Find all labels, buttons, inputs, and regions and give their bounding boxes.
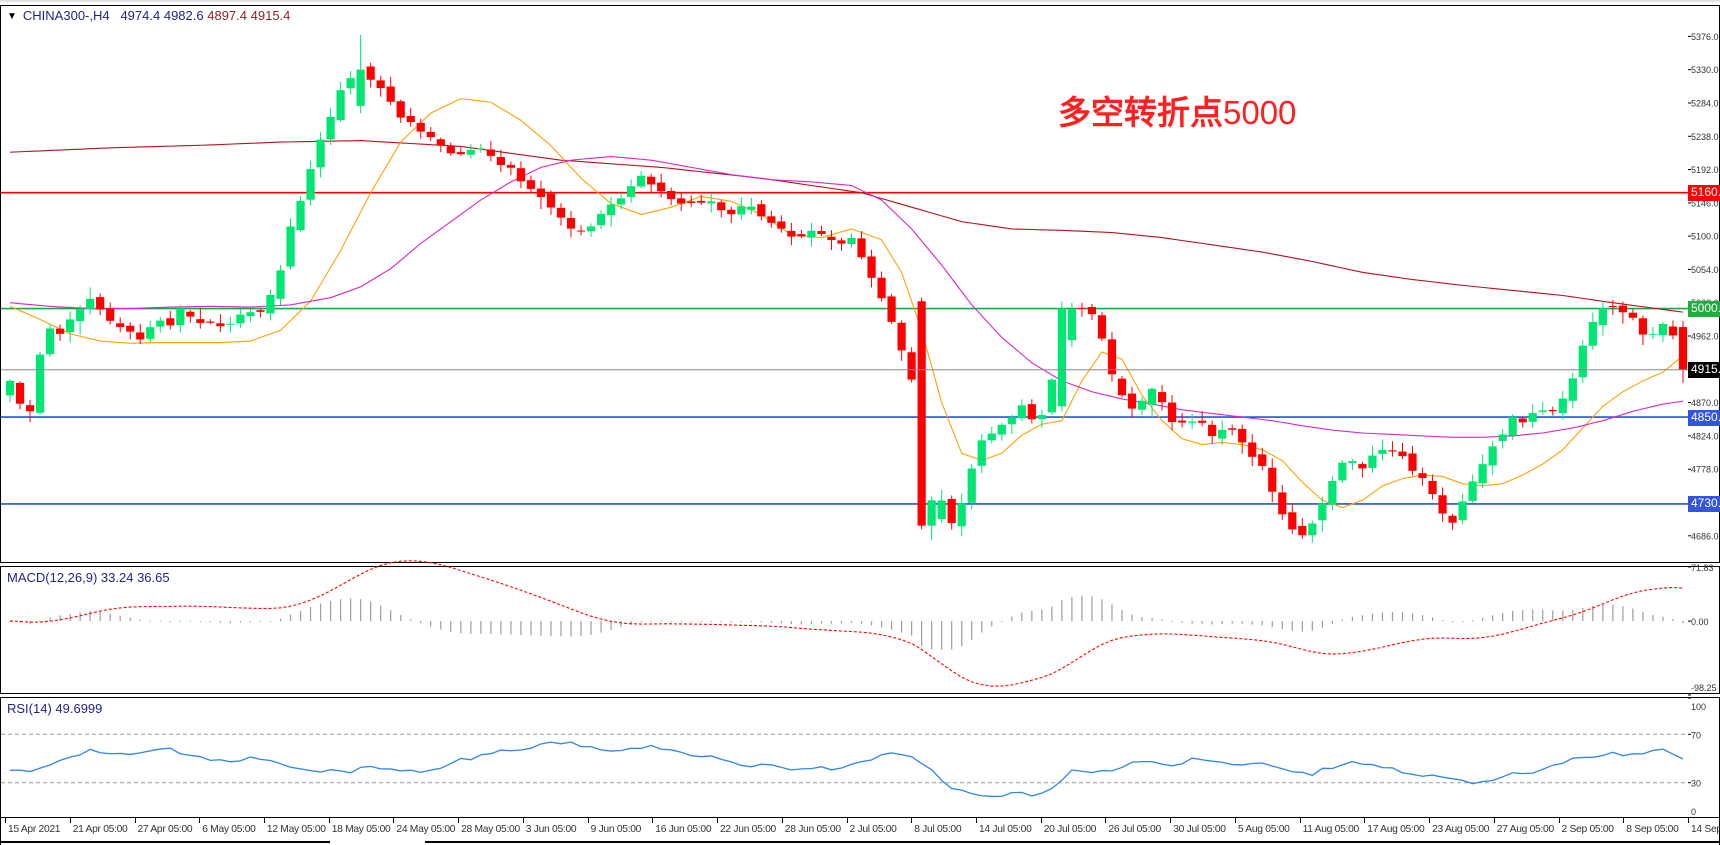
svg-text:4686.0: 4686.0: [1691, 531, 1719, 541]
svg-text:70: 70: [1691, 730, 1701, 740]
svg-text:5376.0: 5376.0: [1691, 32, 1719, 42]
svg-text:100: 100: [1691, 702, 1706, 712]
svg-text:30: 30: [1691, 779, 1701, 789]
svg-text:0.00: 0.00: [1691, 617, 1709, 627]
svg-text:4778.0: 4778.0: [1691, 465, 1719, 475]
svg-text:4962.0: 4962.0: [1691, 332, 1719, 342]
svg-text:5238.0: 5238.0: [1691, 132, 1719, 142]
svg-text:5330.0: 5330.0: [1691, 65, 1719, 75]
svg-text:4870.0: 4870.0: [1691, 398, 1719, 408]
svg-text:-98.25: -98.25: [1691, 683, 1717, 693]
svg-text:5284.0: 5284.0: [1691, 99, 1719, 109]
svg-text:71.83: 71.83: [1691, 563, 1714, 573]
svg-text:0: 0: [1691, 807, 1696, 817]
svg-text:4824.0: 4824.0: [1691, 431, 1719, 441]
svg-text:5054.0: 5054.0: [1691, 265, 1719, 275]
svg-text:5100.0: 5100.0: [1691, 232, 1719, 242]
svg-text:5192.0: 5192.0: [1691, 165, 1719, 175]
